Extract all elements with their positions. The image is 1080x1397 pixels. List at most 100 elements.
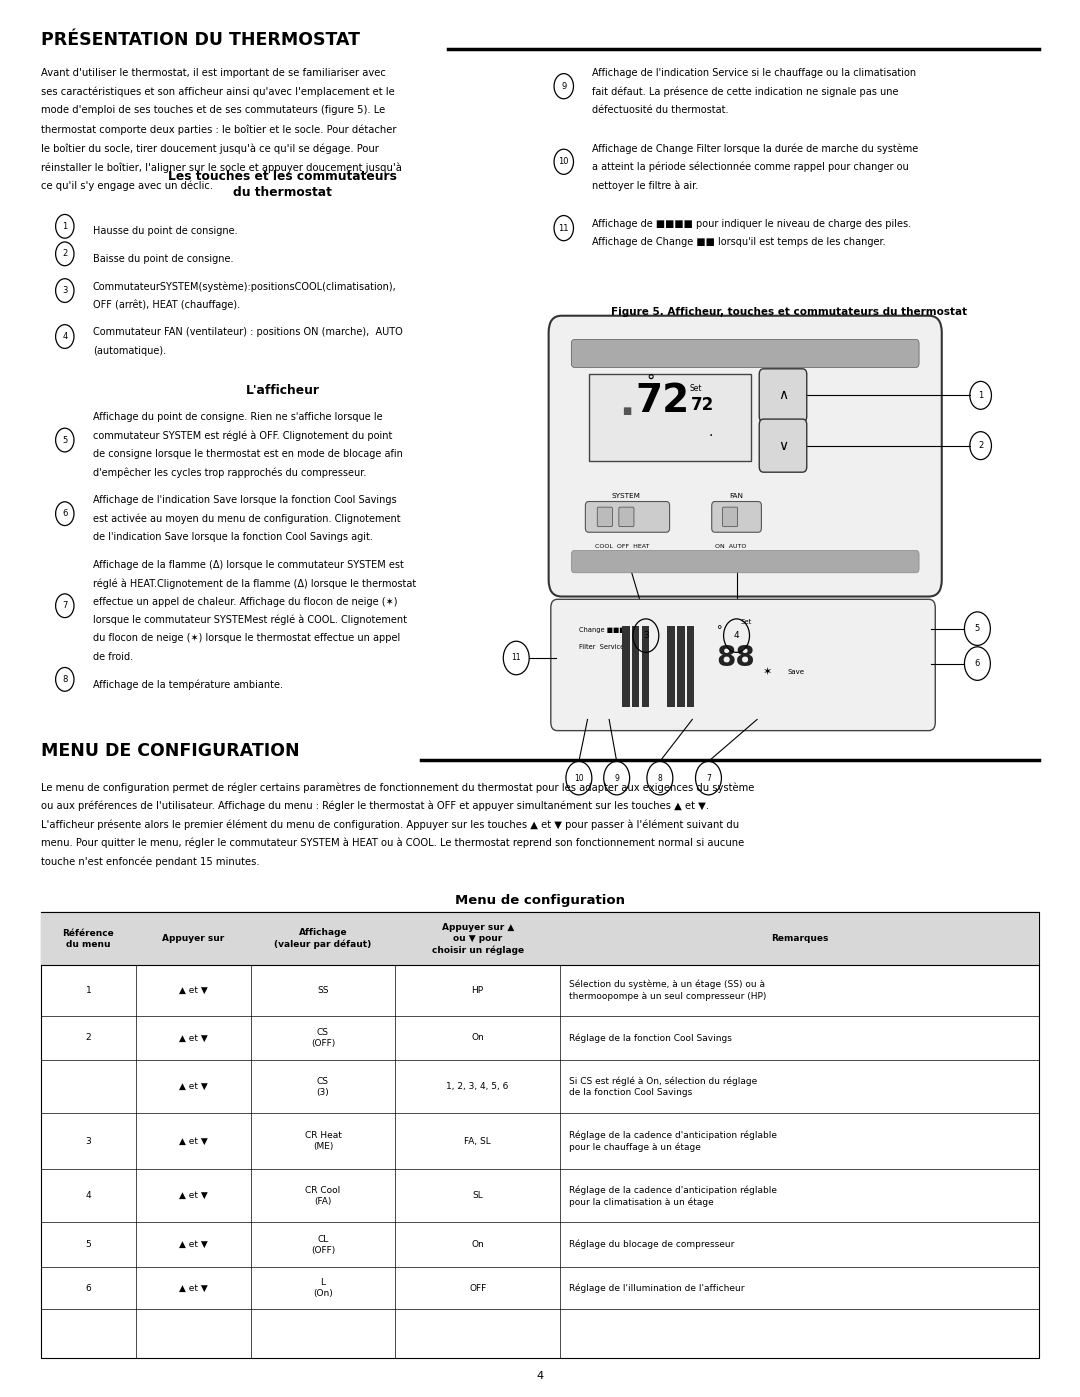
Text: effectue un appel de chaleur. Affichage du flocon de neige (✶): effectue un appel de chaleur. Affichage … bbox=[93, 597, 397, 606]
Text: menu. Pour quitter le menu, régler le commutateur SYSTEM à HEAT ou à COOL. Le th: menu. Pour quitter le menu, régler le co… bbox=[41, 838, 744, 848]
Text: touche n'est enfoncée pendant 15 minutes.: touche n'est enfoncée pendant 15 minutes… bbox=[41, 856, 259, 866]
Text: Réglage de la fonction Cool Savings: Réglage de la fonction Cool Savings bbox=[568, 1034, 731, 1042]
Bar bbox=[589, 374, 751, 461]
FancyBboxPatch shape bbox=[551, 599, 935, 731]
Text: Avant d'utiliser le thermostat, il est important de se familiariser avec: Avant d'utiliser le thermostat, il est i… bbox=[41, 68, 386, 78]
FancyBboxPatch shape bbox=[723, 507, 738, 527]
Text: CL
(OFF): CL (OFF) bbox=[311, 1235, 335, 1255]
Text: défectuosité du thermostat.: défectuosité du thermostat. bbox=[592, 105, 728, 115]
Text: ▲ et ▼: ▲ et ▼ bbox=[179, 1137, 207, 1146]
Text: de froid.: de froid. bbox=[93, 652, 133, 662]
Text: 9: 9 bbox=[562, 81, 566, 91]
Text: ▲ et ▼: ▲ et ▼ bbox=[179, 1083, 207, 1091]
Text: 4: 4 bbox=[733, 631, 740, 640]
Text: 4: 4 bbox=[63, 332, 67, 341]
Text: Affichage de l'indication Service si le chauffage ou la climatisation: Affichage de l'indication Service si le … bbox=[592, 68, 916, 78]
Bar bbox=[632, 626, 639, 707]
Text: 5: 5 bbox=[85, 1241, 92, 1249]
Text: nettoyer le filtre à air.: nettoyer le filtre à air. bbox=[592, 180, 698, 191]
Text: d'empêcher les cycles trop rapprochés du compresseur.: d'empêcher les cycles trop rapprochés du… bbox=[93, 468, 366, 478]
Text: Les touches et les commutateurs
du thermostat: Les touches et les commutateurs du therm… bbox=[168, 170, 396, 200]
Text: 8: 8 bbox=[658, 774, 662, 782]
Text: ou aux préférences de l'utilisateur. Affichage du menu : Régler le thermostat à : ou aux préférences de l'utilisateur. Aff… bbox=[41, 800, 710, 812]
FancyBboxPatch shape bbox=[571, 339, 919, 367]
Text: 10: 10 bbox=[558, 158, 569, 166]
Text: 1: 1 bbox=[85, 986, 92, 995]
Bar bbox=[677, 626, 685, 707]
Bar bbox=[41, 912, 1039, 965]
Text: Set: Set bbox=[741, 619, 752, 624]
Text: ▲ et ▼: ▲ et ▼ bbox=[179, 986, 207, 995]
Text: 6: 6 bbox=[85, 1284, 92, 1292]
Text: Affichage de Change Filter lorsque la durée de marche du système: Affichage de Change Filter lorsque la du… bbox=[592, 144, 918, 154]
FancyBboxPatch shape bbox=[597, 507, 612, 527]
Text: réinstaller le boîtier, l'aligner sur le socle et appuyer doucement jusqu'à: réinstaller le boîtier, l'aligner sur le… bbox=[41, 162, 402, 173]
Text: ▲ et ▼: ▲ et ▼ bbox=[179, 1192, 207, 1200]
Text: Remarques: Remarques bbox=[771, 935, 828, 943]
Text: SL: SL bbox=[472, 1192, 483, 1200]
Text: 11: 11 bbox=[512, 654, 521, 662]
Text: L'afficheur présente alors le premier élément du menu de configuration. Appuyer : L'afficheur présente alors le premier él… bbox=[41, 819, 739, 830]
Text: Appuyer sur ▲
ou ▼ pour
choisir un réglage: Appuyer sur ▲ ou ▼ pour choisir un régla… bbox=[432, 923, 524, 954]
Text: °: ° bbox=[646, 373, 654, 390]
Text: Réglage du blocage de compresseur: Réglage du blocage de compresseur bbox=[568, 1241, 734, 1249]
Text: Affichage de la flamme (Δ) lorsque le commutateur SYSTEM est: Affichage de la flamme (Δ) lorsque le co… bbox=[93, 560, 404, 570]
FancyBboxPatch shape bbox=[759, 369, 807, 422]
Text: ce qu'il s'y engage avec un déclic.: ce qu'il s'y engage avec un déclic. bbox=[41, 180, 213, 191]
Text: ▲ et ▼: ▲ et ▼ bbox=[179, 1034, 207, 1042]
FancyBboxPatch shape bbox=[619, 507, 634, 527]
Text: 11: 11 bbox=[558, 224, 569, 233]
Text: 8: 8 bbox=[63, 675, 67, 685]
Text: a atteint la période sélectionnée comme rappel pour changer ou: a atteint la période sélectionnée comme … bbox=[592, 162, 908, 172]
Bar bbox=[41, 912, 1039, 1358]
Text: 7: 7 bbox=[63, 601, 67, 610]
FancyBboxPatch shape bbox=[712, 502, 761, 532]
Text: du flocon de neige (✶) lorsque le thermostat effectue un appel: du flocon de neige (✶) lorsque le thermo… bbox=[93, 633, 400, 644]
Text: ■: ■ bbox=[622, 405, 631, 416]
Text: commutateur SYSTEM est réglé à OFF. Clignotement du point: commutateur SYSTEM est réglé à OFF. Clig… bbox=[93, 430, 392, 441]
Text: mode d'emploi de ses touches et de ses commutateurs (figure 5). Le: mode d'emploi de ses touches et de ses c… bbox=[41, 106, 386, 116]
Text: 2: 2 bbox=[85, 1034, 91, 1042]
Text: Affichage du point de consigne. Rien ne s'affiche lorsque le: Affichage du point de consigne. Rien ne … bbox=[93, 412, 382, 422]
Text: PRÉSENTATION DU THERMOSTAT: PRÉSENTATION DU THERMOSTAT bbox=[41, 31, 360, 49]
Text: CR Cool
(FA): CR Cool (FA) bbox=[306, 1186, 340, 1206]
Bar bbox=[642, 626, 649, 707]
Text: thermostat comporte deux parties : le boîtier et le socle. Pour détacher: thermostat comporte deux parties : le bo… bbox=[41, 124, 396, 136]
Text: SS: SS bbox=[318, 986, 328, 995]
Text: OFF: OFF bbox=[469, 1284, 486, 1292]
Text: Réglage de la cadence d'anticipation réglable
pour la climatisation à un étage: Réglage de la cadence d'anticipation rég… bbox=[568, 1185, 777, 1207]
Text: 4: 4 bbox=[85, 1192, 91, 1200]
Text: Affichage de Change ■■ lorsqu'il est temps de les changer.: Affichage de Change ■■ lorsqu'il est tem… bbox=[592, 237, 886, 247]
Text: (automatique).: (automatique). bbox=[93, 346, 166, 356]
Text: 6: 6 bbox=[975, 659, 980, 668]
Text: Change ■■■: Change ■■■ bbox=[579, 627, 625, 633]
Bar bbox=[687, 626, 694, 707]
Text: Affichage de la température ambiante.: Affichage de la température ambiante. bbox=[93, 679, 283, 690]
Text: FAN: FAN bbox=[730, 493, 743, 499]
Text: ∨: ∨ bbox=[778, 439, 788, 453]
Text: 88: 88 bbox=[716, 644, 755, 672]
Text: Filter  Service: Filter Service bbox=[579, 644, 624, 650]
Text: Save: Save bbox=[787, 669, 805, 675]
Text: CR Heat
(ME): CR Heat (ME) bbox=[305, 1132, 341, 1151]
Text: le boîtier du socle, tirer doucement jusqu'à ce qu'il se dégage. Pour: le boîtier du socle, tirer doucement jus… bbox=[41, 144, 379, 154]
FancyBboxPatch shape bbox=[549, 316, 942, 597]
Text: MENU DE CONFIGURATION: MENU DE CONFIGURATION bbox=[41, 742, 299, 760]
Text: de l'indication Save lorsque la fonction Cool Savings agit.: de l'indication Save lorsque la fonction… bbox=[93, 532, 373, 542]
Text: 1: 1 bbox=[63, 222, 67, 231]
Text: On: On bbox=[471, 1034, 484, 1042]
Text: Hausse du point de consigne.: Hausse du point de consigne. bbox=[93, 226, 238, 236]
Text: 6: 6 bbox=[63, 509, 67, 518]
Text: lorsque le commutateur SYSTEMest réglé à COOL. Clignotement: lorsque le commutateur SYSTEMest réglé à… bbox=[93, 615, 407, 626]
Text: 2: 2 bbox=[978, 441, 983, 450]
Text: ✶: ✶ bbox=[764, 666, 772, 678]
Text: °: ° bbox=[716, 624, 723, 636]
Text: CommutateurSYSTEM(système):positionsCOOL(climatisation),: CommutateurSYSTEM(système):positionsCOOL… bbox=[93, 281, 396, 292]
Text: SYSTEM: SYSTEM bbox=[612, 493, 640, 499]
FancyBboxPatch shape bbox=[585, 502, 670, 532]
Text: Figure 5. Afficheur, touches et commutateurs du thermostat: Figure 5. Afficheur, touches et commutat… bbox=[611, 307, 968, 317]
Bar bbox=[622, 626, 630, 707]
Bar bbox=[667, 626, 675, 707]
Text: FA, SL: FA, SL bbox=[464, 1137, 491, 1146]
Text: L
(On): L (On) bbox=[313, 1278, 333, 1298]
